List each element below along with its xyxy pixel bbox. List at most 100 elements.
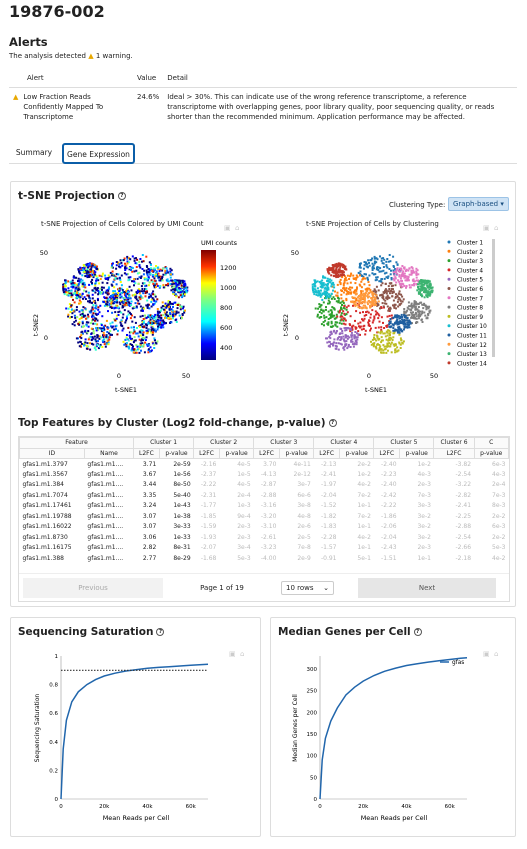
- legend-item[interactable]: gfas: [452, 660, 464, 666]
- cluster-point: [370, 327, 372, 330]
- legend-item[interactable]: Cluster 7: [457, 296, 483, 302]
- cluster-point: [423, 280, 426, 283]
- umi-point: [154, 286, 157, 288]
- cluster-point: [342, 291, 345, 294]
- umi-point: [125, 315, 128, 318]
- cluster-point: [375, 334, 378, 337]
- umi-point: [90, 327, 93, 330]
- cluster-point: [346, 347, 349, 350]
- help-icon[interactable]: ?: [413, 628, 422, 636]
- column-header[interactable]: Name: [83, 447, 135, 459]
- plot2-title: t-SNE Projection of Cells by Clustering: [306, 220, 439, 228]
- cluster-point: [377, 317, 380, 320]
- cluster-point: [390, 278, 393, 281]
- cluster-point: [377, 289, 380, 292]
- tab-bar: Summary Gene Expression: [9, 143, 517, 164]
- legend-item[interactable]: Cluster 10: [457, 324, 487, 330]
- table-cell: 9e-4: [237, 512, 251, 520]
- legend-item[interactable]: Cluster 2: [457, 250, 483, 256]
- cluster-point: [410, 312, 413, 315]
- umi-point: [144, 295, 147, 298]
- umi-point: [177, 291, 180, 294]
- umi-point: [181, 286, 184, 288]
- legend-item[interactable]: Cluster 9: [457, 315, 483, 321]
- column-header[interactable]: p-value: [338, 447, 375, 459]
- home-icon[interactable]: ⌂: [494, 650, 499, 658]
- column-header[interactable]: p-value: [399, 447, 435, 459]
- cluster-point: [358, 301, 361, 304]
- legend-item[interactable]: Cluster 3: [457, 259, 483, 265]
- column-header[interactable]: L2FC: [433, 447, 475, 459]
- legend-item[interactable]: Cluster 1: [457, 241, 483, 247]
- table-cell: 1e-5: [237, 470, 251, 478]
- column-header[interactable]: p-value: [158, 447, 195, 459]
- alerts-summary: The analysis detected ▲ 1 warning.: [9, 52, 133, 60]
- tab-gene-expression[interactable]: Gene Expression: [62, 143, 135, 164]
- tab-summary[interactable]: Summary: [15, 148, 53, 157]
- umi-point: [77, 337, 79, 340]
- camera-icon[interactable]: ▣: [229, 650, 236, 658]
- cluster-point: [355, 278, 358, 281]
- cluster-point: [396, 267, 399, 270]
- column-header[interactable]: L2FC: [373, 447, 401, 459]
- cluster-point: [419, 310, 422, 313]
- column-header[interactable]: L2FC: [193, 447, 220, 459]
- cluster-point: [396, 263, 399, 266]
- legend-item[interactable]: Cluster 6: [457, 287, 483, 293]
- cluster-point: [345, 290, 348, 292]
- camera-icon[interactable]: ▣: [483, 224, 490, 232]
- umi-point: [76, 287, 79, 290]
- home-icon[interactable]: ⌂: [235, 224, 240, 232]
- umi-point: [133, 336, 136, 339]
- cluster-point: [400, 275, 403, 278]
- column-header[interactable]: L2FC: [313, 447, 340, 459]
- legend-scrollbar[interactable]: [492, 239, 495, 357]
- cluster-point: [379, 307, 381, 310]
- rows-per-page-select[interactable]: 10 rows ⌄: [281, 581, 334, 595]
- legend-item[interactable]: Cluster 14: [457, 361, 487, 367]
- cluster-point: [388, 308, 391, 311]
- cluster-point: [359, 321, 362, 324]
- cluster-point: [415, 317, 418, 320]
- legend-item[interactable]: Cluster 13: [457, 352, 487, 358]
- next-button[interactable]: Next: [358, 578, 496, 598]
- umi-point: [115, 314, 118, 317]
- cluster-point: [329, 345, 331, 348]
- home-icon[interactable]: ⌂: [240, 650, 245, 658]
- camera-icon[interactable]: ▣: [483, 650, 490, 658]
- help-icon[interactable]: ?: [156, 628, 165, 636]
- umi-point: [149, 319, 152, 322]
- umi-point: [124, 321, 127, 324]
- help-icon[interactable]: ?: [117, 192, 126, 200]
- column-header[interactable]: L2FC: [253, 447, 280, 459]
- umi-point: [173, 282, 176, 285]
- column-header[interactable]: ID: [19, 447, 85, 459]
- legend-item[interactable]: Cluster 4: [457, 268, 483, 274]
- table-cell: -2.22: [381, 502, 397, 510]
- umi-point: [176, 279, 179, 282]
- previous-button[interactable]: Previous: [23, 578, 163, 598]
- cluster-point: [362, 275, 365, 278]
- column-header[interactable]: p-value: [473, 447, 509, 459]
- camera-icon[interactable]: ▣: [224, 224, 231, 232]
- help-icon[interactable]: ?: [328, 419, 337, 427]
- umi-point: [89, 297, 92, 300]
- column-header[interactable]: p-value: [218, 447, 255, 459]
- legend-item[interactable]: Cluster 12: [457, 343, 487, 349]
- clustering-type-select[interactable]: Graph-based ▾: [448, 197, 509, 211]
- column-header[interactable]: L2FC: [133, 447, 160, 459]
- cluster-point: [354, 331, 357, 333]
- legend-item[interactable]: Cluster 8: [457, 306, 483, 312]
- cluster-point: [385, 265, 388, 268]
- table-row: gfas1.m1.8730 gfas1.m1.... 3.06 1e-33 -1.93 2…: [20, 532, 509, 543]
- umi-point: [133, 348, 136, 351]
- umi-point: [162, 267, 165, 270]
- umi-point: [151, 327, 154, 330]
- legend-item[interactable]: Cluster 5: [457, 278, 483, 284]
- umi-point: [171, 286, 174, 289]
- legend-item[interactable]: Cluster 11: [457, 334, 487, 340]
- cluster-point: [398, 325, 401, 328]
- column-header[interactable]: p-value: [278, 447, 315, 459]
- cluster-point: [343, 275, 346, 278]
- home-icon[interactable]: ⌂: [494, 224, 499, 232]
